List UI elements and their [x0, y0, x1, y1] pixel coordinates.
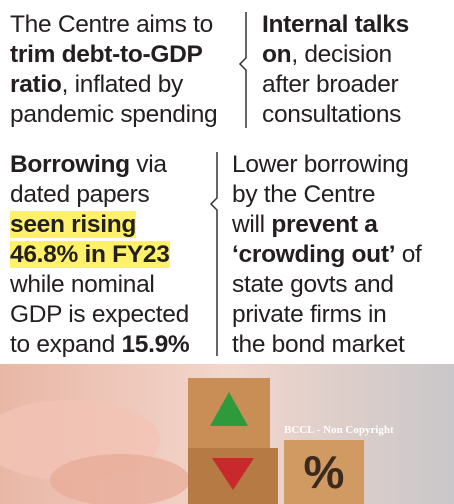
text-line: trim debt-to-GDP: [10, 40, 203, 69]
text-segment: via: [129, 151, 167, 178]
text-segment: consultations: [262, 101, 402, 128]
divider: [238, 12, 247, 128]
text-line: consultations: [262, 100, 401, 129]
arrow-up: [210, 392, 248, 426]
text-line: after broader: [262, 70, 399, 99]
arrow-down: [212, 458, 254, 490]
text-line: will prevent a: [232, 210, 378, 239]
text-segment: to expand: [10, 331, 122, 358]
text-line: seen rising: [10, 210, 136, 239]
text-segment: Lower borrowing: [232, 151, 409, 178]
text-line: The Centre aims to: [10, 10, 213, 39]
text-line: ‘crowding out’ of: [232, 240, 422, 269]
text-segment: , inflated by: [61, 71, 184, 98]
text-line: pandemic spending: [10, 100, 218, 129]
text-line: to expand 15.9%: [10, 330, 190, 359]
text-segment: on: [262, 41, 292, 68]
text-segment: the bond market: [232, 331, 405, 358]
text-segment: Borrowing: [10, 151, 130, 178]
text-segment: Internal talks: [262, 11, 409, 38]
text-segment: trim debt-to-GDP: [10, 41, 203, 68]
text-line: Lower borrowing: [232, 150, 409, 179]
text-line: while nominal: [10, 270, 155, 299]
text-line: by the Centre: [232, 180, 375, 209]
text-line: Internal talks: [262, 10, 409, 39]
text-segment: The Centre aims to: [10, 11, 213, 38]
text-segment: by the Centre: [232, 181, 376, 208]
text-line: 46.8% in FY23: [10, 240, 170, 269]
percent-sign: %: [304, 446, 345, 498]
hand: [50, 454, 190, 504]
text-line: the bond market: [232, 330, 405, 359]
cube: [284, 440, 364, 504]
text-line: dated papers: [10, 180, 150, 209]
text-line: state govts and: [232, 270, 394, 299]
text-line: GDP is expected: [10, 300, 189, 329]
text-line: private firms in: [232, 300, 387, 329]
watermark: BCCL - Non Copyright: [284, 424, 394, 436]
text-segment: , decision: [291, 41, 392, 68]
text-segment: will: [232, 211, 272, 238]
text-segment: ‘crowding out’: [232, 241, 396, 268]
text-line: ratio, inflated by: [10, 70, 183, 99]
text-segment: ratio: [10, 71, 62, 98]
text-segment: dated papers: [10, 181, 150, 208]
text-segment: prevent a: [271, 211, 378, 238]
text-segment: 46.8% in FY23: [10, 241, 170, 268]
text-segment: after broader: [262, 71, 399, 98]
divider: [209, 152, 218, 356]
text-segment: state govts and: [232, 271, 394, 298]
text-segment: pandemic spending: [10, 101, 218, 128]
text-segment: 15.9%: [121, 331, 190, 358]
text-segment: seen rising: [10, 211, 137, 238]
text-line: on, decision: [262, 40, 392, 69]
text-segment: GDP is expected: [10, 301, 189, 328]
text-segment: private firms in: [232, 301, 387, 328]
text-segment: of: [395, 241, 422, 268]
text-line: Borrowing via: [10, 150, 167, 179]
text-segment: while nominal: [10, 271, 155, 298]
